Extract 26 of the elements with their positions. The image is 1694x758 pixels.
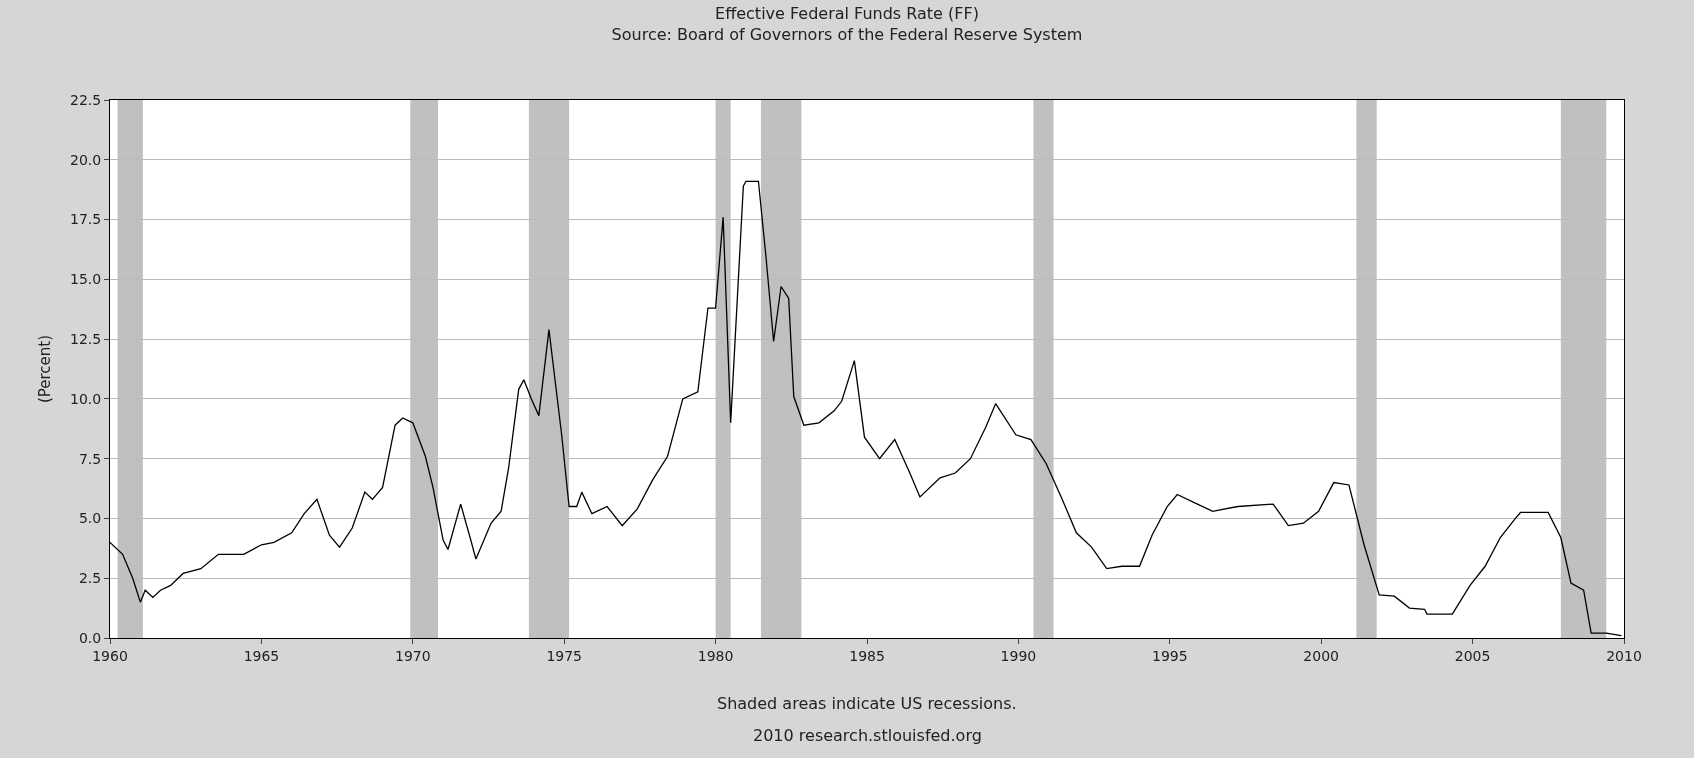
y-tick-label: 2.5: [78, 570, 102, 587]
x-tick-label: 1985: [849, 647, 885, 664]
y-tick-label: 20.0: [70, 151, 102, 168]
y-tick-label: 10.0: [70, 390, 102, 407]
text: Shaded areas indicate US recessions.: [717, 694, 1017, 713]
x-tick-label: 1995: [1151, 647, 1188, 664]
x-tick-label: 1990: [1000, 647, 1037, 664]
chart-title: Effective Federal Funds Rate (FF): [715, 3, 979, 23]
x-tick-label: 2000: [1303, 647, 1339, 664]
y-tick-label: 7.5: [78, 450, 102, 467]
chart-subtitle: Source: Board of Governors of the Federal Reserve System: [611, 24, 1083, 44]
x-tick-label: 1965: [243, 647, 280, 664]
y-tick-label: 5.0: [78, 510, 102, 527]
y-tick-label: 0.0: [78, 629, 102, 646]
x-tick-label: 2005: [1454, 647, 1491, 664]
x-tick-label: 1975: [546, 647, 583, 664]
y-tick-label: 12.5: [70, 331, 102, 348]
x-tick-label: 1960: [92, 647, 128, 664]
y-tick-label: 15.0: [70, 271, 102, 288]
x-tick-label: 2010: [1606, 647, 1642, 664]
x-tick-label: 1980: [697, 647, 734, 664]
y-tick-label: 22.5: [70, 91, 102, 108]
text: 2010 research.stlouisfed.org: [753, 726, 982, 745]
y-tick-label: 17.5: [70, 211, 102, 228]
y-axis-title: (Percent): [36, 334, 55, 404]
x-tick-label: 1970: [395, 647, 431, 664]
